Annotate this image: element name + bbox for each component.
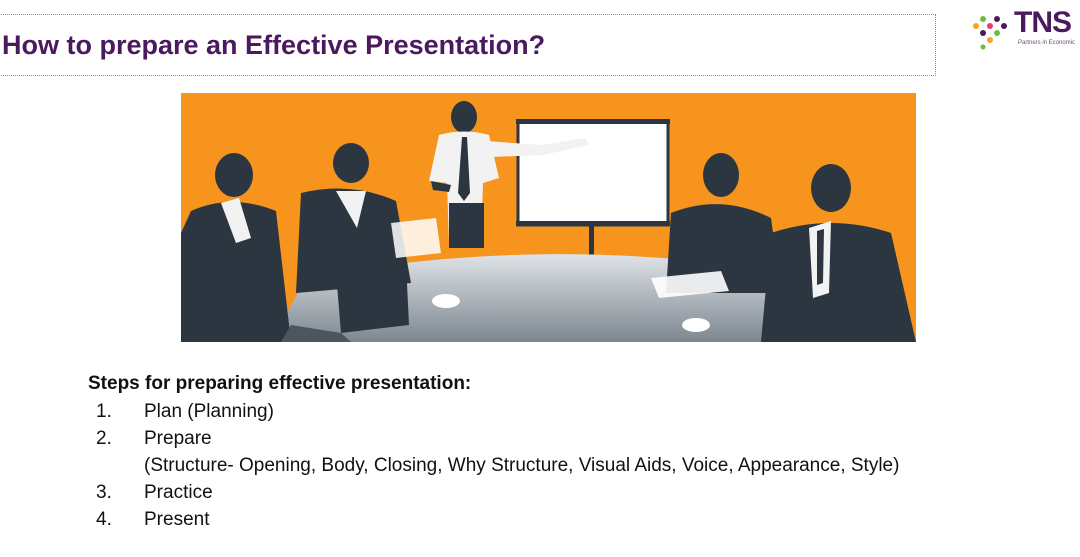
step-label: Prepare	[144, 428, 212, 449]
steps-heading: Steps for preparing effective presentati…	[88, 373, 472, 394]
logo-dots-icon	[973, 16, 1007, 50]
title-frame	[0, 14, 936, 76]
step-label: Plan (Planning)	[144, 401, 274, 422]
step-number: 2.	[96, 428, 112, 449]
step-number: 1.	[96, 401, 112, 422]
logo-name: TNS	[1014, 6, 1072, 39]
step-number: 4.	[96, 509, 112, 530]
list-item: 4. Present	[96, 506, 851, 533]
tns-logo: TNS Partners in Economic	[970, 4, 1080, 50]
list-item: 2. Prepare (Structure- Opening, Body, Cl…	[96, 425, 899, 479]
logo-tagline: Partners in Economic	[1018, 40, 1076, 46]
step-label: Present	[144, 509, 210, 530]
step-label: Practice	[144, 482, 213, 503]
steps-list: 1. Plan (Planning) 2. Prepare (Structure…	[96, 398, 899, 533]
list-item: 3. Practice	[96, 479, 851, 506]
meeting-presentation-illustration	[181, 93, 916, 342]
list-item: 1. Plan (Planning)	[96, 398, 851, 425]
slide-title: How to prepare an Effective Presentation…	[2, 30, 546, 60]
step-detail: (Structure- Opening, Body, Closing, Why …	[144, 455, 900, 476]
step-number: 3.	[96, 482, 112, 503]
